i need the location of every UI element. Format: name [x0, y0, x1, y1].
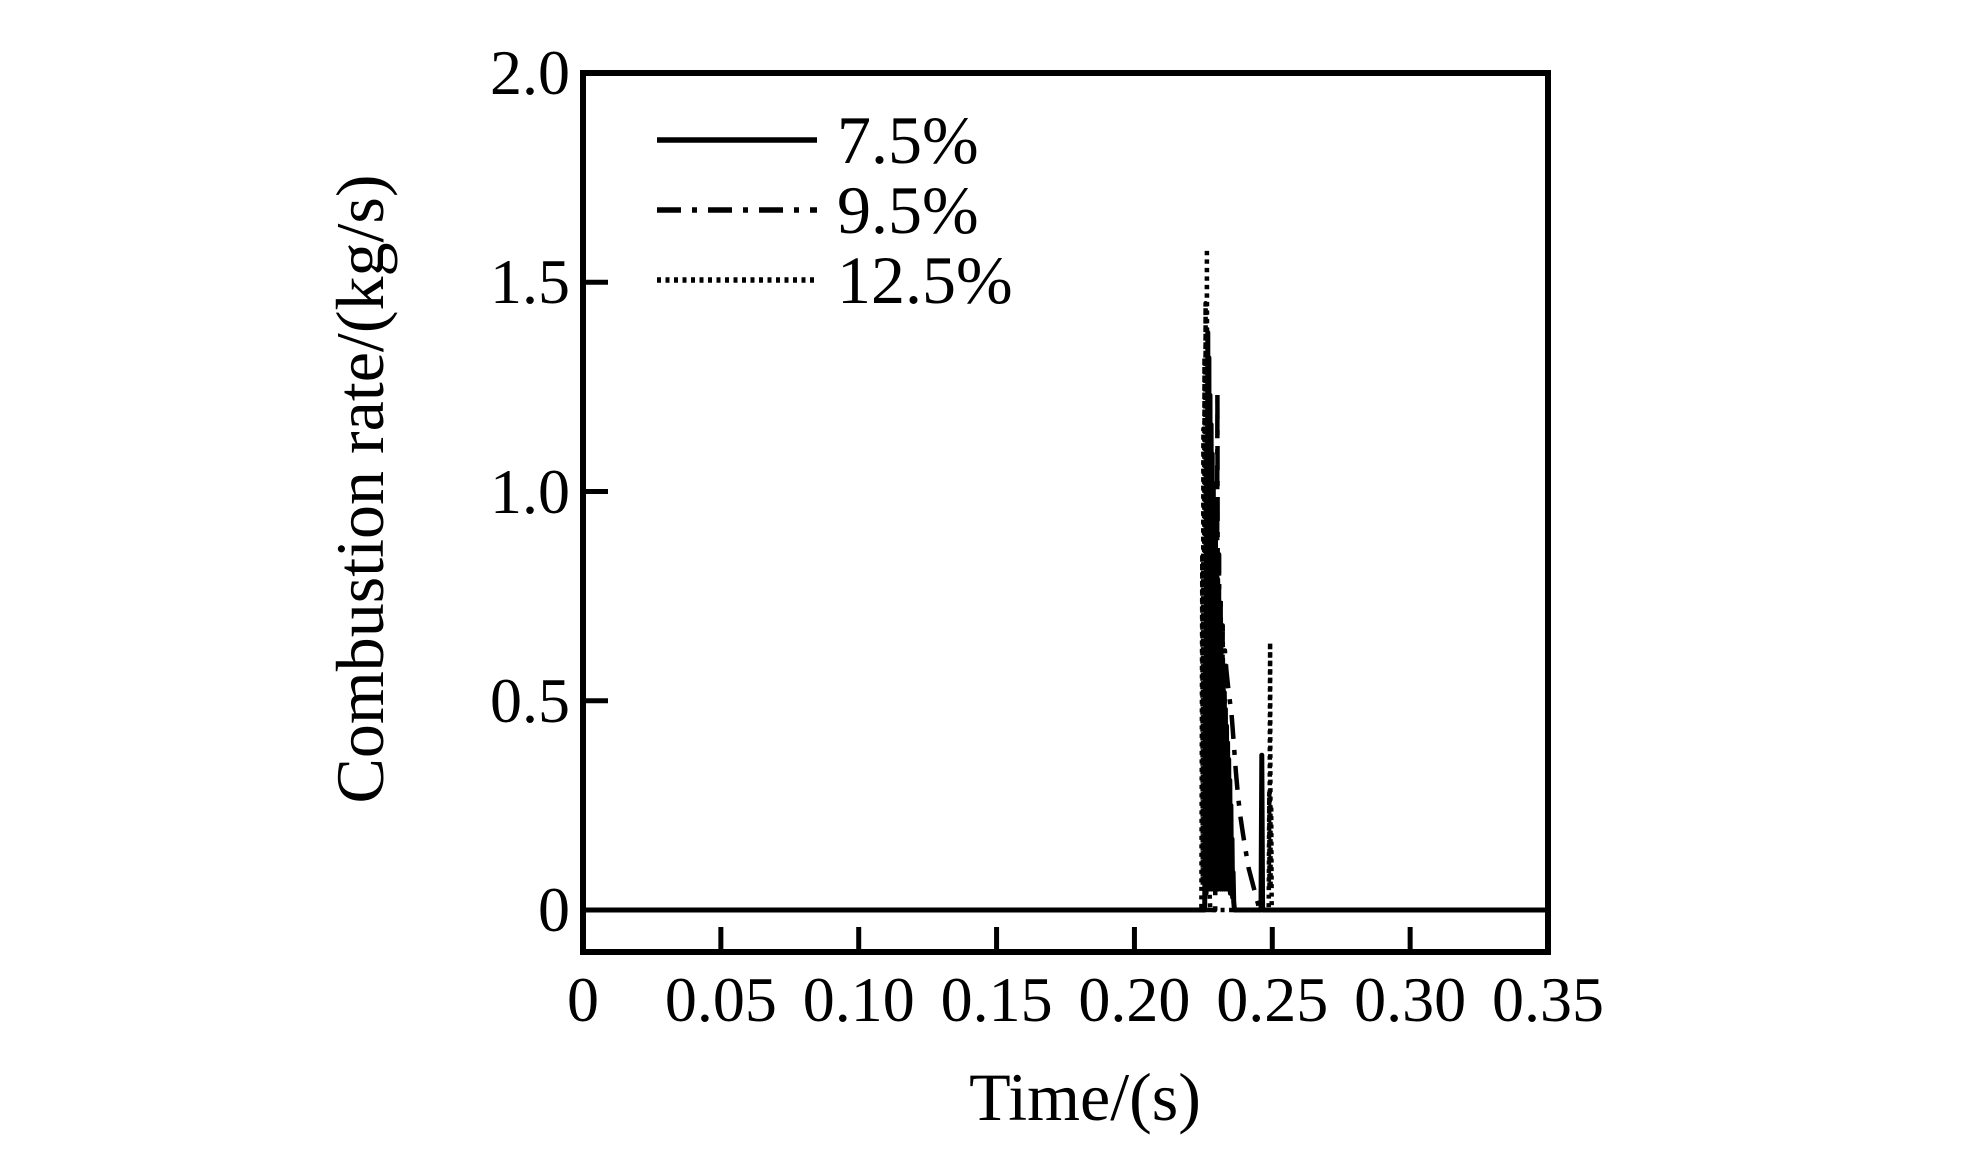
series-line-12-5-: [583, 246, 1548, 913]
y-tick-label: 1.0: [490, 455, 570, 527]
legend-label-9-5-percent: 9.5%: [837, 172, 979, 248]
x-tick-label: 0.25: [1216, 964, 1329, 1035]
legend-label-12-5-percent: 12.5%: [837, 242, 1013, 318]
x-tick-label: 0.05: [664, 964, 777, 1035]
y-tick-label: 0: [538, 874, 570, 945]
x-tick-label: 0.15: [940, 964, 1053, 1035]
y-tick-label: 0.5: [490, 664, 570, 736]
y-tick-label: 2.0: [490, 37, 570, 108]
x-tick-label: 0.20: [1078, 964, 1191, 1035]
x-tick-label: 0.35: [1492, 964, 1604, 1035]
x-tick-label: 0.30: [1354, 964, 1467, 1035]
x-axis-title: Time/(s): [969, 1059, 1201, 1135]
series-line-7-5-: [583, 330, 1548, 913]
series-line-9-5-: [583, 388, 1548, 913]
y-tick-label: 1.5: [490, 246, 570, 318]
legend-label-7-5-percent: 7.5%: [837, 102, 979, 178]
x-tick-label: 0.10: [802, 964, 915, 1035]
plot-frame: [580, 70, 1551, 955]
x-tick-label: 0: [567, 964, 599, 1035]
